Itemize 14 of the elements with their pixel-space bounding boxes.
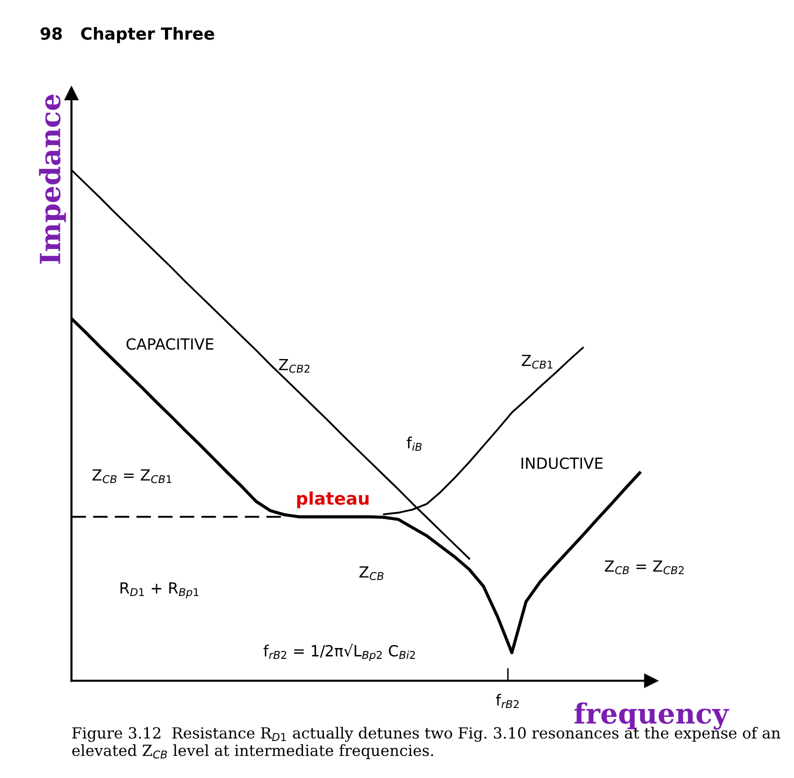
annotation: f$_{rB2}$ = 1/2π√L$_{Bp2}$ C$_{Bi2}$ — [264, 644, 415, 662]
annotation: Z$_{CB}$ — [359, 566, 384, 580]
annotation: INDUCTIVE — [522, 457, 603, 470]
annotation: CAPACITIVE — [126, 338, 214, 350]
y-axis-title: Impedance — [39, 94, 66, 264]
chart-title: 98 Chapter Three — [40, 26, 214, 44]
annotation: Z$_{CB}$ = Z$_{CB2}$ — [604, 560, 684, 574]
annotation: Z$_{CB2}$ — [278, 358, 310, 373]
annotation: f$_{iB}$ — [406, 436, 422, 451]
annotation: plateau — [297, 491, 369, 508]
annotation: Z$_{CB}$ = Z$_{CB1}$ — [92, 469, 172, 484]
text: f$_{rB2}$ — [496, 694, 519, 708]
annotation: Z$_{CB1}$ — [522, 354, 552, 369]
annotation: R$_{D1}$ + R$_{Bp1}$ — [120, 582, 199, 598]
